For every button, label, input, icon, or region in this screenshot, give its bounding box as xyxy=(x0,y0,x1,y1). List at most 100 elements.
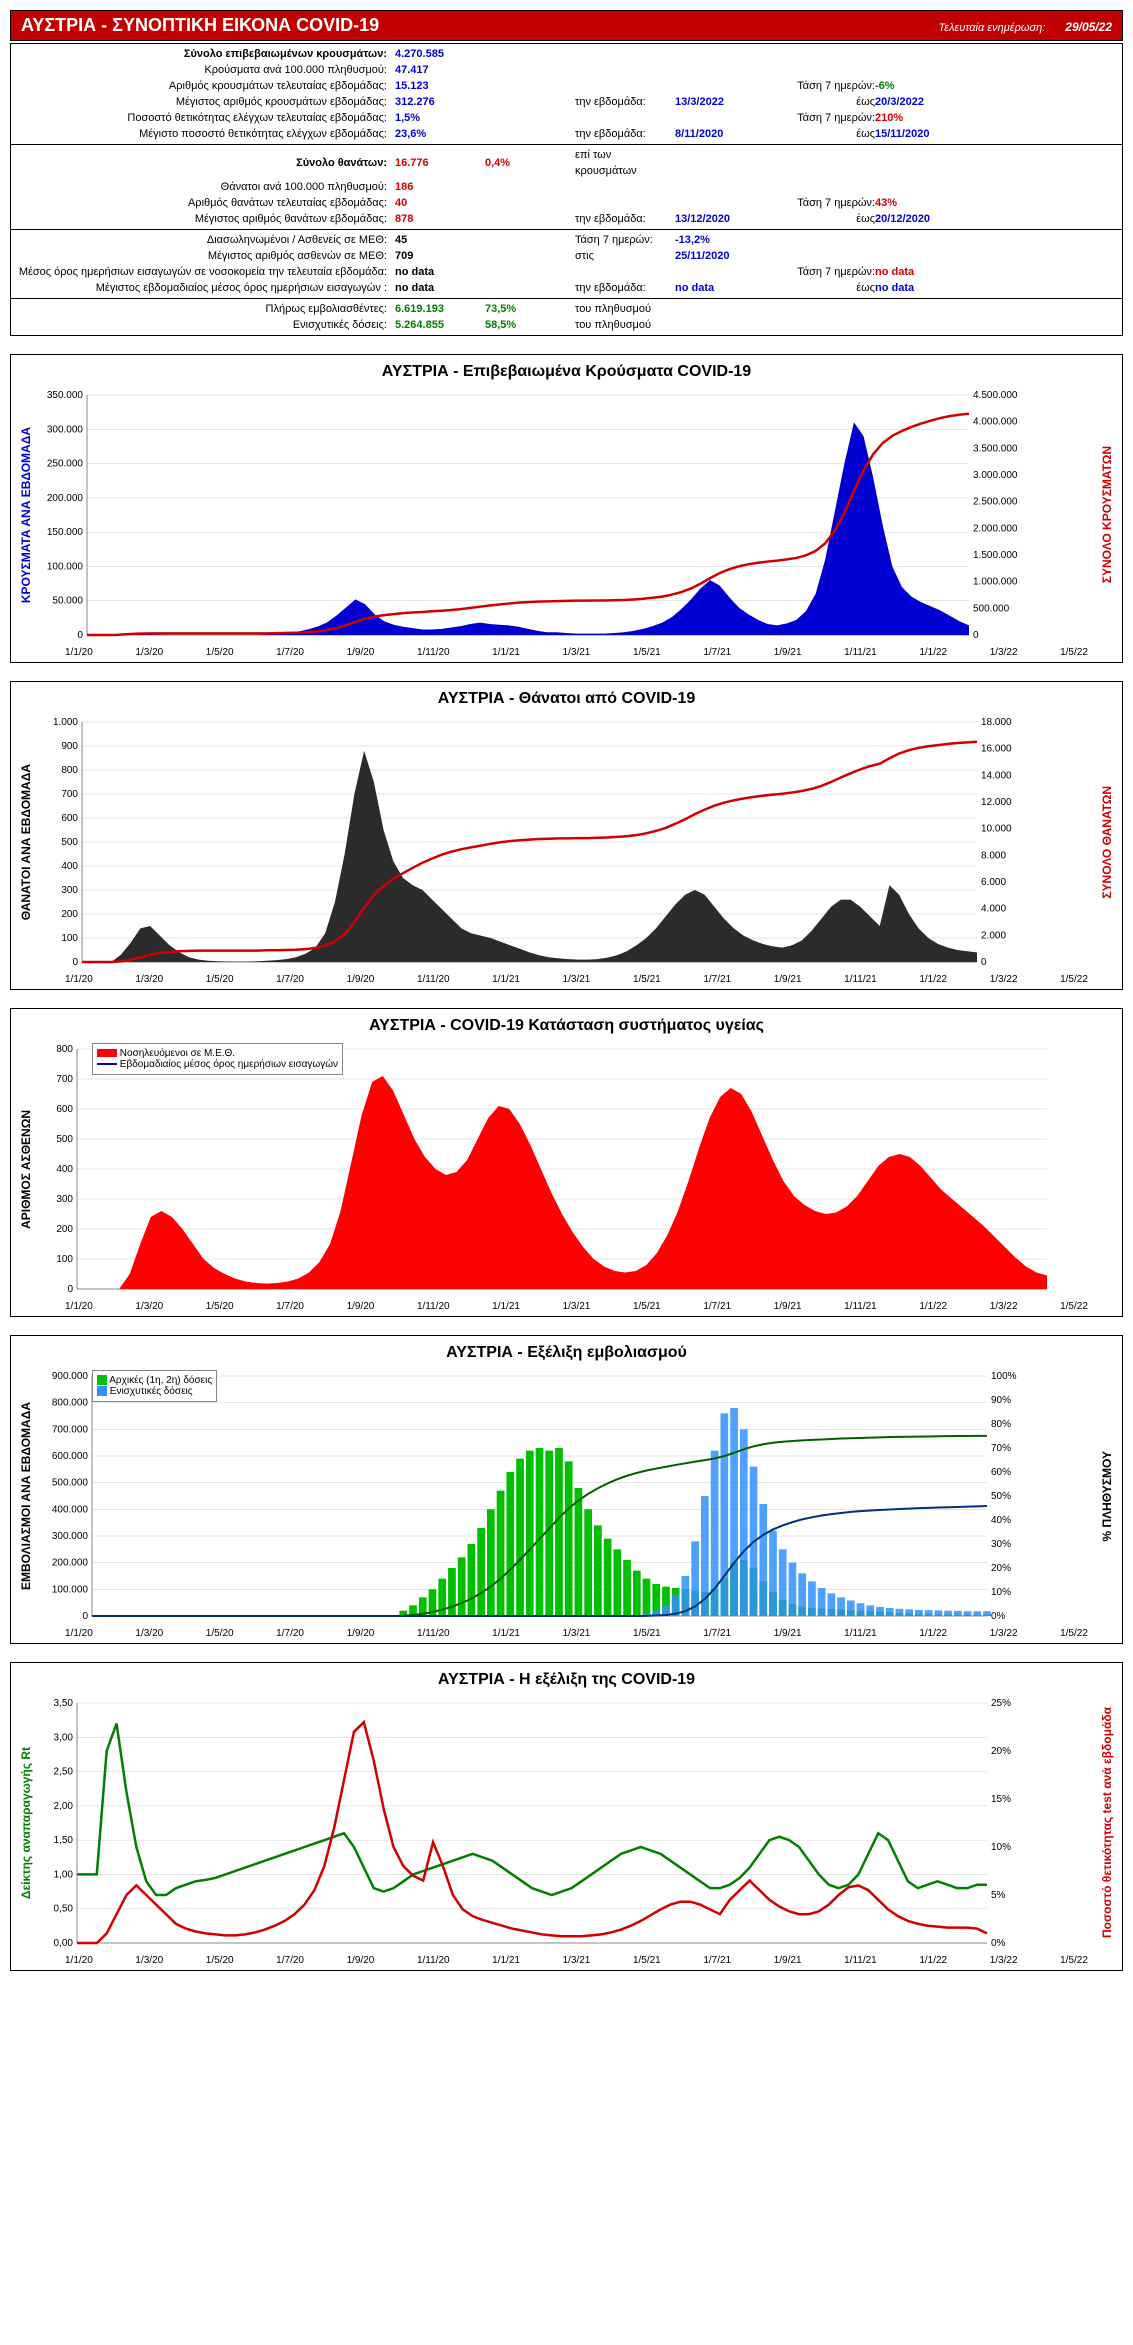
svg-text:6.000: 6.000 xyxy=(981,877,1006,888)
legend-vax: Αρχικές (1η, 2η) δόσεις Ενισχυτικές δόσε… xyxy=(92,1370,217,1402)
svg-text:500.000: 500.000 xyxy=(52,1478,89,1489)
svg-text:0: 0 xyxy=(72,957,78,968)
update-label: Τελευταία ενημέρωση: xyxy=(938,22,1045,34)
svg-text:400: 400 xyxy=(61,861,78,872)
svg-text:300: 300 xyxy=(61,885,78,896)
svg-text:50.000: 50.000 xyxy=(52,596,83,607)
svg-text:10%: 10% xyxy=(991,1587,1011,1598)
svg-text:0: 0 xyxy=(973,630,979,641)
summary-row: Ενισχυτικές δόσεις:5.264.85558,5%του πλη… xyxy=(17,317,1116,333)
svg-text:0: 0 xyxy=(67,1284,73,1295)
svg-text:2,50: 2,50 xyxy=(54,1767,74,1778)
svg-text:100: 100 xyxy=(61,933,78,944)
summary-row: Σύνολο επιβεβαιωμένων κρουσμάτων:4.270.5… xyxy=(17,46,1116,62)
legend-icu: Νοσηλευόμενοι σε Μ.Ε.Θ. Εβδομαδιαίος μέσ… xyxy=(92,1043,343,1075)
svg-text:18.000: 18.000 xyxy=(981,717,1012,728)
svg-text:400.000: 400.000 xyxy=(52,1504,89,1515)
svg-text:0: 0 xyxy=(981,957,987,968)
update-date: 29/05/22 xyxy=(1065,20,1112,34)
svg-text:4.000.000: 4.000.000 xyxy=(973,417,1018,428)
svg-text:250.000: 250.000 xyxy=(47,459,84,470)
svg-text:0: 0 xyxy=(82,1611,88,1622)
svg-text:14.000: 14.000 xyxy=(981,770,1012,781)
svg-text:100.000: 100.000 xyxy=(52,1584,89,1595)
summary-row: Μέγιστος εβδομαδιαίος μέσος όρος ημερήσι… xyxy=(17,280,1116,296)
summary-row: Μέγιστος αριθμός κρουσμάτων εβδομάδας:31… xyxy=(17,94,1116,110)
chart-icu: ΑΥΣΤΡΙΑ - COVID-19 Κατάσταση συστήματος … xyxy=(10,1008,1123,1317)
svg-text:700: 700 xyxy=(61,789,78,800)
svg-text:30%: 30% xyxy=(991,1539,1011,1550)
svg-text:0%: 0% xyxy=(991,1611,1006,1622)
svg-text:0,50: 0,50 xyxy=(54,1904,74,1915)
svg-text:500: 500 xyxy=(61,837,78,848)
svg-text:10%: 10% xyxy=(991,1842,1011,1853)
svg-text:12.000: 12.000 xyxy=(981,797,1012,808)
svg-text:4.000: 4.000 xyxy=(981,904,1006,915)
svg-text:100.000: 100.000 xyxy=(47,561,84,572)
svg-text:100: 100 xyxy=(56,1254,73,1265)
svg-text:25%: 25% xyxy=(991,1698,1011,1709)
svg-text:200: 200 xyxy=(61,909,78,920)
svg-text:8.000: 8.000 xyxy=(981,850,1006,861)
summary-row: Σύνολο θανάτων:16.7760,4%επί των κρουσμά… xyxy=(17,147,1116,179)
svg-text:40%: 40% xyxy=(991,1515,1011,1526)
svg-text:700.000: 700.000 xyxy=(52,1424,89,1435)
chart-cases: ΑΥΣΤΡΙΑ - Επιβεβαιωμένα Κρούσματα COVID-… xyxy=(10,354,1123,663)
svg-text:0: 0 xyxy=(77,630,83,641)
svg-text:70%: 70% xyxy=(991,1443,1011,1454)
svg-text:50%: 50% xyxy=(991,1491,1011,1502)
svg-text:300.000: 300.000 xyxy=(52,1531,89,1542)
svg-text:15%: 15% xyxy=(991,1794,1011,1805)
svg-text:3,50: 3,50 xyxy=(54,1698,74,1709)
svg-text:10.000: 10.000 xyxy=(981,824,1012,835)
svg-text:2.000.000: 2.000.000 xyxy=(973,523,1018,534)
svg-text:900: 900 xyxy=(61,741,78,752)
svg-text:100%: 100% xyxy=(991,1371,1017,1382)
svg-text:300: 300 xyxy=(56,1194,73,1205)
svg-text:150.000: 150.000 xyxy=(47,527,84,538)
svg-text:4.500.000: 4.500.000 xyxy=(973,390,1018,401)
svg-text:2.500.000: 2.500.000 xyxy=(973,497,1018,508)
svg-text:1.000: 1.000 xyxy=(53,717,78,728)
svg-text:3.000.000: 3.000.000 xyxy=(973,470,1018,481)
svg-text:700: 700 xyxy=(56,1074,73,1085)
svg-text:2,00: 2,00 xyxy=(54,1801,74,1812)
svg-text:400: 400 xyxy=(56,1164,73,1175)
summary-row: Μέγιστος αριθμός ασθενών σε ΜΕΘ:709στις2… xyxy=(17,248,1116,264)
svg-text:16.000: 16.000 xyxy=(981,744,1012,755)
svg-text:20%: 20% xyxy=(991,1746,1011,1757)
svg-text:500: 500 xyxy=(56,1134,73,1145)
svg-text:1.000.000: 1.000.000 xyxy=(973,577,1018,588)
svg-text:200.000: 200.000 xyxy=(47,493,84,504)
svg-text:1,50: 1,50 xyxy=(54,1835,74,1846)
summary-row: Ποσοστό θετικότητας ελέγχων τελευταίας ε… xyxy=(17,110,1116,126)
svg-text:200: 200 xyxy=(56,1224,73,1235)
svg-text:800.000: 800.000 xyxy=(52,1398,89,1409)
svg-text:2.000: 2.000 xyxy=(981,930,1006,941)
svg-text:1.500.000: 1.500.000 xyxy=(973,550,1018,561)
summary-row: Μέγιστος αριθμός θανάτων εβδομάδας:878τη… xyxy=(17,211,1116,227)
svg-text:350.000: 350.000 xyxy=(47,390,84,401)
chart-deaths: ΑΥΣΤΡΙΑ - Θάνατοι από COVID-19 ΘΑΝΑΤΟΙ Α… xyxy=(10,681,1123,990)
chart-vaccination: ΑΥΣΤΡΙΑ - Εξέλιξη εμβολιασμού ΕΜΒΟΛΙΑΣΜΟ… xyxy=(10,1335,1123,1644)
summary-row: Κρούσματα ανά 100.000 πληθυσμού:47.417 xyxy=(17,62,1116,78)
summary-row: Μέσος όρος ημερήσιων εισαγωγών σε νοσοκο… xyxy=(17,264,1116,280)
summary-row: Αριθμός κρουσμάτων τελευταίας εβδομάδας:… xyxy=(17,78,1116,94)
chart-evolution: ΑΥΣΤΡΙΑ - Η εξέλιξη της COVID-19 Δείκτης… xyxy=(10,1662,1123,1971)
svg-text:0,00: 0,00 xyxy=(54,1938,74,1949)
title: ΑΥΣΤΡΙΑ - ΣΥΝΟΠΤΙΚΗ ΕΙΚΟΝΑ COVID-19 xyxy=(21,15,379,36)
svg-text:600.000: 600.000 xyxy=(52,1451,89,1462)
svg-text:80%: 80% xyxy=(991,1419,1011,1430)
svg-text:500.000: 500.000 xyxy=(973,603,1010,614)
svg-text:3.500.000: 3.500.000 xyxy=(973,443,1018,454)
svg-text:20%: 20% xyxy=(991,1563,1011,1574)
summary-box: Σύνολο επιβεβαιωμένων κρουσμάτων:4.270.5… xyxy=(10,43,1123,336)
svg-text:1,00: 1,00 xyxy=(54,1869,74,1880)
svg-text:600: 600 xyxy=(61,813,78,824)
svg-text:800: 800 xyxy=(56,1044,73,1055)
summary-row: Θάνατοι ανά 100.000 πληθυσμού:186 xyxy=(17,179,1116,195)
svg-text:900.000: 900.000 xyxy=(52,1371,89,1382)
summary-row: Πλήρως εμβολιασθέντες:6.619.19373,5%του … xyxy=(17,301,1116,317)
svg-text:0%: 0% xyxy=(991,1938,1006,1949)
summary-row: Μέγιστο ποσοστό θετικότητας ελέγχων εβδο… xyxy=(17,126,1116,142)
